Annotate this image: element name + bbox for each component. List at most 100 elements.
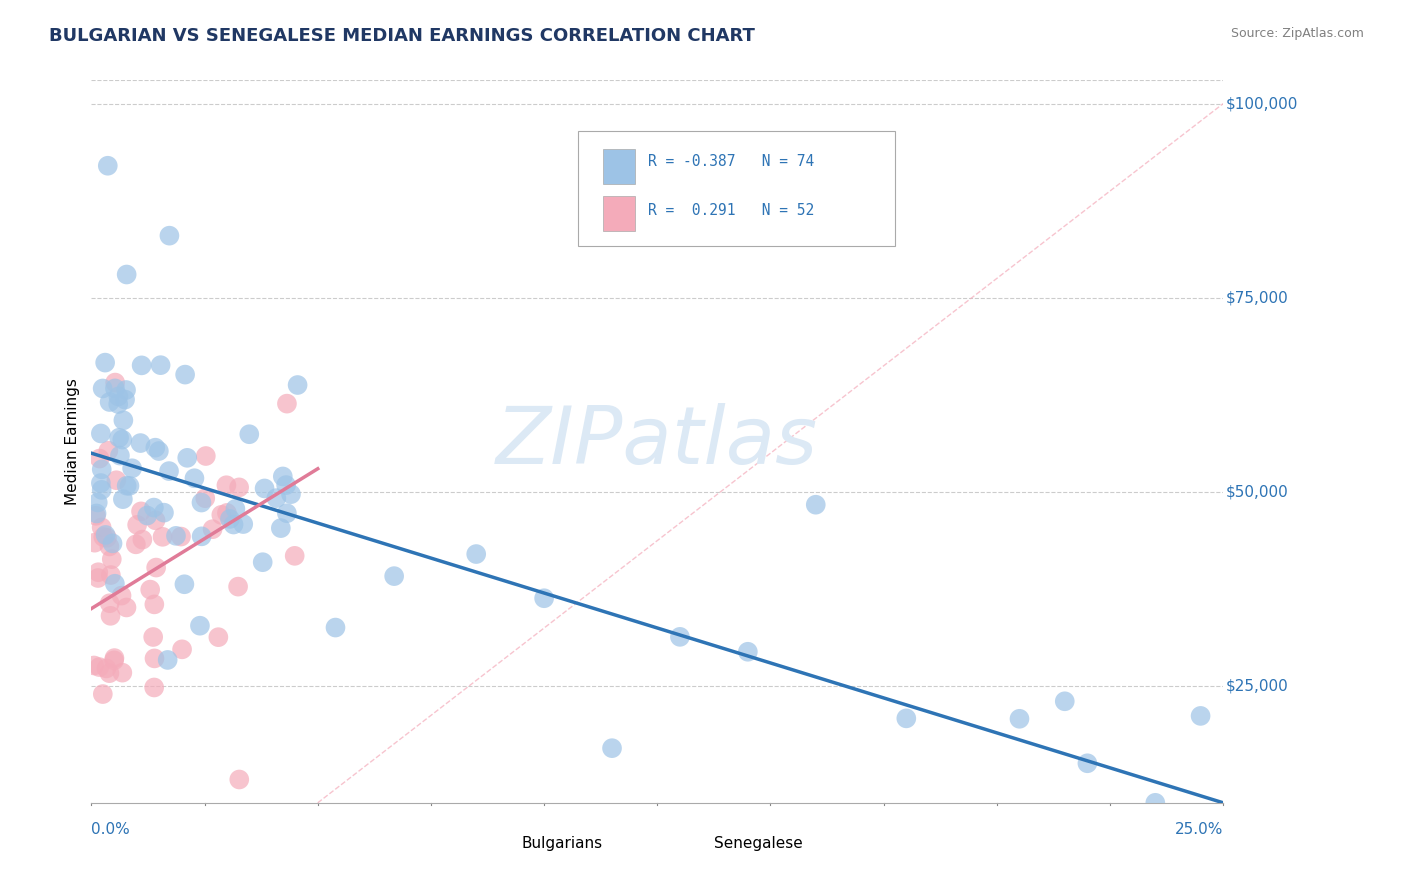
Point	[87, 495, 110, 509]
Point	[280, 487, 302, 501]
Point	[108, 431, 131, 445]
Point	[127, 517, 149, 532]
Text: $75,000: $75,000	[1226, 290, 1288, 305]
Point	[90, 462, 112, 476]
Point	[115, 479, 138, 493]
FancyBboxPatch shape	[488, 835, 512, 854]
Point	[91, 687, 114, 701]
Point	[207, 630, 229, 644]
Text: Senegalese: Senegalese	[714, 837, 803, 852]
Point	[1053, 694, 1076, 708]
Point	[172, 642, 194, 657]
Point	[86, 507, 108, 521]
FancyBboxPatch shape	[681, 835, 704, 854]
Point	[232, 517, 254, 532]
Point	[101, 552, 124, 566]
Text: R = -0.387   N = 74: R = -0.387 N = 74	[648, 153, 814, 169]
Point	[136, 508, 159, 523]
Point	[201, 522, 224, 536]
Text: $100,000: $100,000	[1226, 96, 1298, 112]
Point	[145, 560, 167, 574]
Point	[190, 529, 212, 543]
Point	[98, 540, 121, 554]
Point	[173, 577, 195, 591]
Point	[100, 608, 122, 623]
Point	[131, 533, 153, 547]
Point	[669, 630, 692, 644]
Text: 0.0%: 0.0%	[91, 822, 131, 838]
Point	[90, 483, 112, 497]
Point	[91, 381, 114, 395]
Point	[142, 630, 165, 644]
Point	[83, 658, 105, 673]
Point	[129, 436, 152, 450]
Point	[98, 666, 121, 681]
Point	[131, 359, 153, 373]
Point	[176, 450, 198, 465]
Point	[118, 479, 141, 493]
Point	[228, 480, 250, 494]
Point	[465, 547, 488, 561]
Point	[104, 376, 127, 390]
Text: BULGARIAN VS SENEGALESE MEDIAN EARNINGS CORRELATION CHART: BULGARIAN VS SENEGALESE MEDIAN EARNINGS …	[49, 27, 755, 45]
Point	[252, 555, 274, 569]
Point	[226, 580, 249, 594]
Point	[1189, 709, 1212, 723]
Point	[89, 660, 111, 674]
Point	[228, 772, 250, 787]
Point	[170, 530, 193, 544]
Point	[101, 536, 124, 550]
Point	[159, 228, 181, 243]
Point	[215, 506, 238, 520]
Point	[97, 159, 120, 173]
FancyBboxPatch shape	[603, 149, 634, 184]
Point	[238, 427, 260, 442]
Point	[89, 451, 111, 466]
Point	[115, 383, 138, 397]
Point	[600, 741, 623, 756]
Point	[84, 508, 107, 523]
Point	[142, 500, 165, 515]
Text: ZIPatlas: ZIPatlas	[496, 402, 818, 481]
Point	[253, 482, 276, 496]
Point	[157, 464, 180, 478]
Point	[174, 368, 197, 382]
Point	[115, 268, 138, 282]
Point	[224, 502, 246, 516]
FancyBboxPatch shape	[603, 196, 634, 231]
Point	[139, 582, 162, 597]
Point	[1008, 712, 1031, 726]
Point	[114, 392, 136, 407]
Point	[194, 449, 217, 463]
Point	[737, 645, 759, 659]
Text: 25.0%: 25.0%	[1175, 822, 1223, 838]
Point	[111, 433, 134, 447]
Point	[90, 426, 112, 441]
Point	[111, 492, 134, 507]
Point	[97, 443, 120, 458]
Point	[143, 651, 166, 665]
Text: $50,000: $50,000	[1226, 484, 1288, 500]
Point	[1144, 796, 1167, 810]
Point	[183, 471, 205, 485]
Point	[271, 469, 294, 483]
Point	[105, 473, 128, 487]
Point	[143, 441, 166, 455]
Point	[284, 549, 307, 563]
Point	[112, 413, 135, 427]
Point	[104, 381, 127, 395]
Point	[125, 537, 148, 551]
Point	[103, 651, 125, 665]
Point	[98, 395, 121, 409]
Point	[87, 571, 110, 585]
Point	[804, 498, 827, 512]
Point	[87, 566, 110, 580]
Point	[149, 358, 172, 372]
Point	[276, 396, 298, 410]
Point	[83, 535, 105, 549]
Point	[148, 444, 170, 458]
Point	[90, 520, 112, 534]
Point	[104, 576, 127, 591]
Point	[96, 531, 118, 545]
Point	[145, 513, 167, 527]
